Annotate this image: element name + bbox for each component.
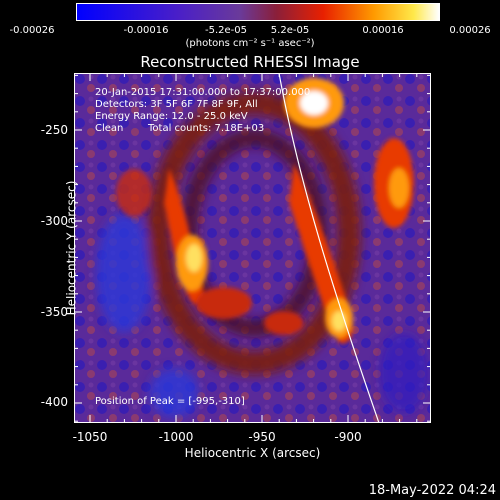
colorbar-tick-4: 5.2e-05 xyxy=(270,25,310,36)
x-tick-label: -1050 xyxy=(72,430,108,444)
y-tick-label: -250 xyxy=(40,123,68,137)
x-tick-label: -950 xyxy=(248,430,276,444)
image-title: Reconstructed RHESSI Image xyxy=(140,53,360,71)
solar-image-plot xyxy=(74,73,431,423)
peak-position: Position of Peak = [-995,-310] xyxy=(95,396,245,407)
info-method: Clean xyxy=(95,123,124,134)
colorbar-tick-3: -5.2e-05 xyxy=(205,25,247,36)
x-axis-label: Heliocentric X (arcsec) xyxy=(184,446,321,460)
info-energy-range: Energy Range: 12.0 - 25.0 keV xyxy=(95,111,248,122)
plot-border xyxy=(74,73,431,423)
colorbar-tick-5: 0.00016 xyxy=(362,25,404,36)
timestamp-footer: 18-May-2022 04:24 xyxy=(368,483,496,498)
colorbar-unit: (photons cm⁻² s⁻¹ asec⁻²) xyxy=(185,38,315,49)
y-tick-label: -350 xyxy=(40,305,68,319)
plot-frame xyxy=(74,73,431,423)
colorbar-tick-2: -0.00016 xyxy=(123,25,169,36)
colorbar-tick-1: -0.00026 xyxy=(9,25,55,36)
colorbar xyxy=(76,3,440,21)
info-time-range: 20-Jan-2015 17:31:00.000 to 17:37:00.000 xyxy=(95,87,311,98)
x-tick-label: -900 xyxy=(334,430,362,444)
info-detectors: Detectors: 3F 5F 6F 7F 8F 9F, All xyxy=(95,99,258,110)
info-total-counts: Total counts: 7.18E+03 xyxy=(148,123,265,134)
y-tick-label: -300 xyxy=(40,214,68,228)
y-tick-label: -400 xyxy=(40,395,68,409)
y-axis-label: Heliocentric Y (arcsec) xyxy=(64,180,79,316)
colorbar-tick-6: 0.00026 xyxy=(449,25,491,36)
x-tick-label: -1000 xyxy=(158,430,194,444)
